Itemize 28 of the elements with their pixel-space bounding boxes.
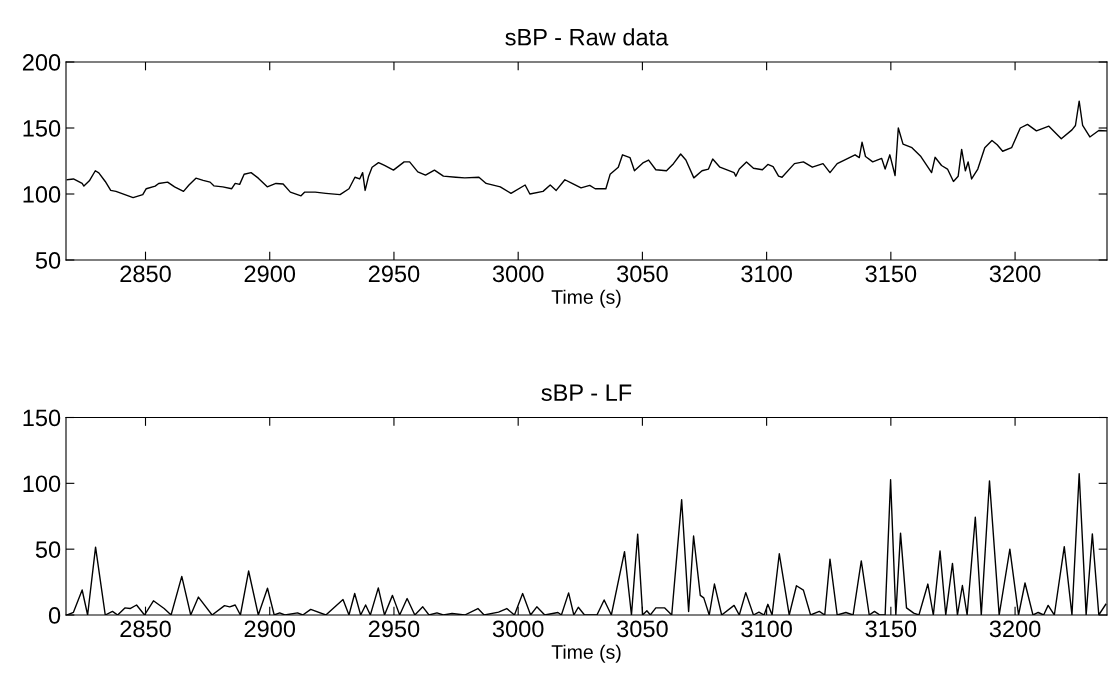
y-tick-label: 50 <box>35 541 61 558</box>
x-tick-label: 2850 <box>120 620 171 638</box>
x-tick-label: 3050 <box>617 265 668 283</box>
chart-title: sBP - LF <box>541 384 632 402</box>
x-tick-label: 3100 <box>741 265 792 283</box>
x-tick-label: 2850 <box>120 265 171 283</box>
chart-title: sBP - Raw data <box>505 28 669 46</box>
x-tick-label: 3150 <box>865 620 917 638</box>
y-tick-label: 50 <box>35 252 61 269</box>
x-tick-label: 2950 <box>368 265 420 283</box>
x-tick-label: 2950 <box>368 620 420 638</box>
y-tick-label: 100 <box>23 186 61 203</box>
y-tick-label: 150 <box>23 409 61 427</box>
x-tick-label: 3050 <box>617 620 668 638</box>
x-tick-label: 2900 <box>244 265 296 283</box>
y-tick-label: 100 <box>23 475 61 493</box>
x-tick-label: 3000 <box>492 620 544 638</box>
y-tick-label: 0 <box>48 607 61 624</box>
x-tick-label: 3100 <box>741 620 792 638</box>
x-tick-label: 3200 <box>989 620 1041 638</box>
x-tick-label: 2900 <box>244 620 296 638</box>
y-tick-label: 150 <box>23 120 61 137</box>
y-tick-label: 200 <box>22 54 61 71</box>
x-tick-label: 3150 <box>865 265 917 283</box>
x-axis-title: Time (s) <box>551 289 621 308</box>
x-tick-label: 3200 <box>989 265 1041 283</box>
x-tick-label: 3000 <box>492 265 544 283</box>
x-axis-title: Time (s) <box>551 644 621 663</box>
